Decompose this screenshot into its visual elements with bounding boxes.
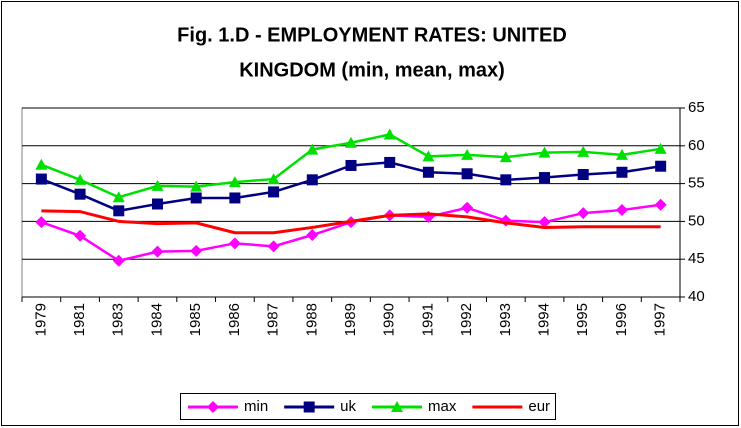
marker: [345, 159, 357, 171]
y-tick-label: 40: [688, 288, 705, 305]
x-tick-label: 1986: [226, 303, 243, 336]
marker: [190, 180, 203, 192]
y-tick-label: 65: [688, 99, 705, 116]
x-tick-label: 1985: [187, 303, 204, 336]
marker: [384, 156, 396, 168]
marker: [113, 205, 125, 217]
marker: [229, 192, 241, 204]
x-tick-label: 1994: [535, 303, 552, 336]
x-tick-label: 1990: [381, 303, 398, 336]
x-tick-label: 1989: [342, 303, 359, 336]
marker: [74, 173, 87, 185]
marker: [228, 176, 241, 188]
marker: [577, 207, 590, 220]
marker: [190, 244, 203, 257]
legend-box: [180, 393, 556, 420]
x-tick-label: 1988: [303, 303, 320, 336]
marker: [422, 166, 434, 178]
y-tick-label: 45: [688, 250, 705, 267]
legend-label: uk: [340, 398, 356, 415]
marker: [654, 142, 667, 154]
marker: [539, 172, 551, 184]
marker: [577, 169, 589, 181]
legend-label: eur: [528, 398, 550, 415]
marker: [577, 145, 590, 157]
marker: [345, 136, 357, 148]
marker: [228, 237, 241, 250]
marker: [616, 166, 628, 178]
marker: [538, 216, 551, 229]
marker: [538, 146, 551, 158]
marker: [74, 188, 86, 200]
x-tick-label: 1991: [419, 303, 436, 336]
marker: [151, 198, 163, 210]
x-tick-label: 1993: [497, 303, 514, 336]
x-tick-label: 1992: [458, 303, 475, 336]
marker: [35, 173, 47, 185]
marker: [112, 254, 125, 267]
marker: [654, 198, 667, 211]
chart-title: KINGDOM (min, mean, max): [239, 59, 505, 81]
marker: [35, 216, 48, 229]
y-tick-label: 55: [688, 175, 705, 192]
marker: [267, 240, 280, 253]
marker: [306, 174, 318, 186]
marker: [461, 201, 474, 214]
marker: [500, 174, 512, 186]
marker: [151, 179, 164, 191]
x-tick-label: 1983: [110, 303, 127, 336]
marker: [303, 401, 315, 413]
marker: [190, 192, 202, 204]
marker: [306, 143, 319, 155]
marker: [461, 148, 474, 160]
marker: [151, 245, 164, 258]
marker: [383, 128, 396, 140]
x-tick-label: 1981: [71, 303, 88, 336]
series-line: [41, 209, 661, 235]
marker: [74, 229, 87, 242]
chart-title: Fig. 1.D - EMPLOYMENT RATES: UNITED: [177, 24, 567, 46]
marker: [306, 229, 319, 242]
x-tick-label: 1987: [265, 303, 282, 336]
marker: [268, 186, 280, 198]
marker: [112, 191, 125, 203]
x-tick-label: 1984: [148, 303, 165, 336]
marker: [267, 173, 280, 185]
x-tick-label: 1979: [32, 303, 49, 336]
legend-label: min: [244, 398, 268, 415]
marker: [499, 151, 512, 163]
legend-label: max: [428, 398, 457, 415]
y-tick-label: 50: [688, 212, 705, 229]
y-tick-label: 60: [688, 137, 705, 154]
marker: [615, 204, 628, 217]
x-tick-label: 1996: [613, 303, 630, 336]
x-tick-label: 1995: [574, 303, 591, 336]
marker: [461, 168, 473, 180]
x-tick-label: 1997: [652, 303, 669, 336]
marker: [35, 158, 48, 170]
marker: [207, 401, 219, 413]
marker: [615, 148, 628, 160]
marker: [422, 150, 435, 162]
marker: [391, 401, 404, 412]
marker: [655, 160, 667, 172]
